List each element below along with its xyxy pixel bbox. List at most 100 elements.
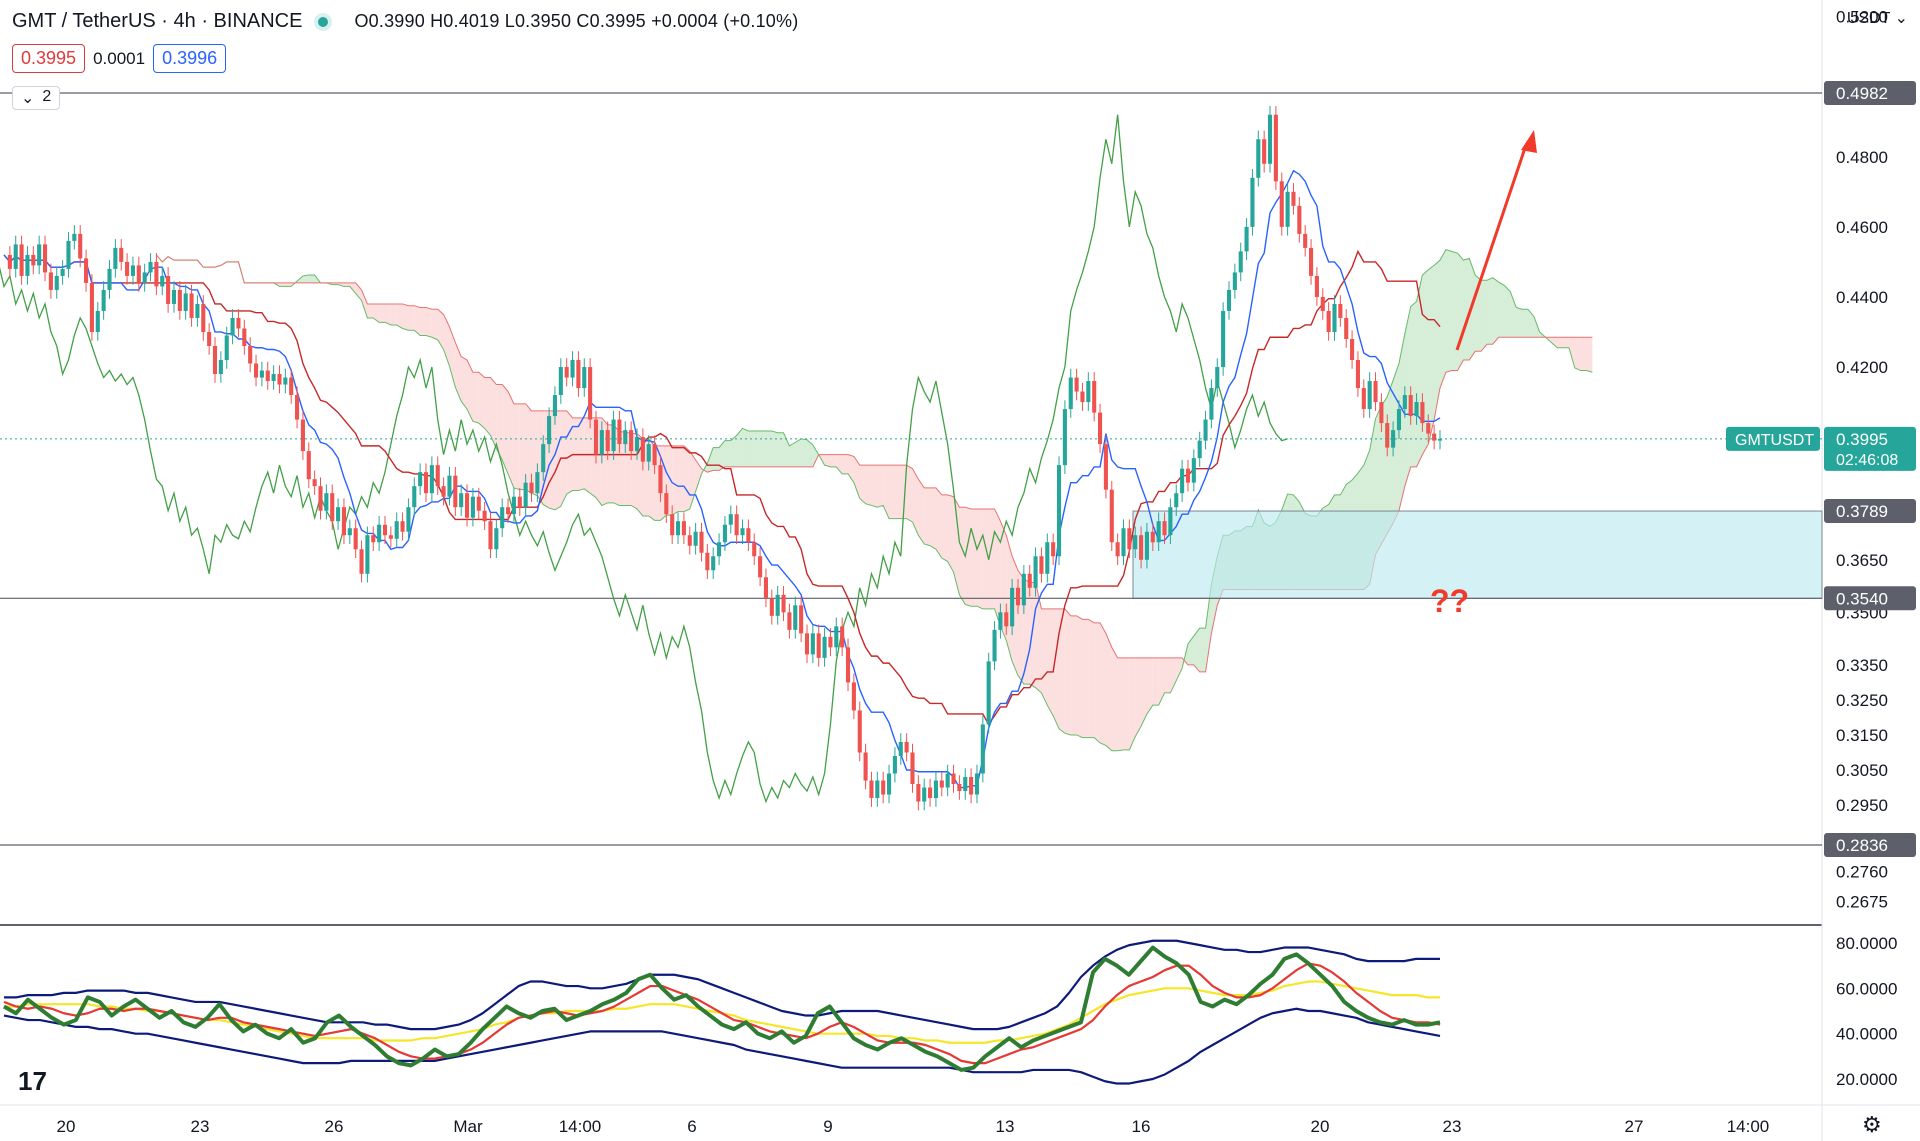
candle-body[interactable]: [670, 514, 675, 536]
candle-body[interactable]: [1039, 556, 1044, 574]
candle-body[interactable]: [816, 633, 821, 658]
candle-body[interactable]: [1402, 395, 1407, 410]
candle-body[interactable]: [1385, 423, 1390, 448]
candle-body[interactable]: [646, 444, 651, 462]
candle-body[interactable]: [1256, 139, 1261, 178]
candle-body[interactable]: [593, 419, 599, 455]
candle-body[interactable]: [412, 486, 417, 508]
candle-body[interactable]: [330, 493, 335, 522]
candle-body[interactable]: [236, 317, 241, 329]
candle-body[interactable]: [230, 317, 235, 336]
candle-body[interactable]: [183, 293, 188, 311]
candle-body[interactable]: [1297, 205, 1302, 234]
candle-body[interactable]: [1080, 391, 1085, 403]
candle-body[interactable]: [840, 626, 845, 648]
candle-body[interactable]: [160, 275, 165, 287]
candle-body[interactable]: [259, 370, 264, 378]
candle-body[interactable]: [7, 254, 12, 269]
candle-body[interactable]: [980, 724, 985, 774]
candle-body[interactable]: [506, 507, 511, 515]
candle-body[interactable]: [623, 430, 628, 445]
candle-body[interactable]: [136, 265, 141, 283]
candle-body[interactable]: [1344, 317, 1349, 339]
candle-body[interactable]: [1350, 338, 1355, 361]
candle-body[interactable]: [1068, 377, 1073, 410]
candle-body[interactable]: [517, 496, 522, 508]
candle-body[interactable]: [705, 552, 710, 571]
candle-body[interactable]: [781, 594, 786, 613]
candle-body[interactable]: [447, 475, 452, 497]
candle-body[interactable]: [394, 521, 399, 539]
candle-body[interactable]: [306, 451, 311, 480]
candle-body[interactable]: [66, 240, 71, 269]
candle-body[interactable]: [400, 521, 405, 532]
candle-body[interactable]: [113, 247, 118, 269]
candle-body[interactable]: [84, 258, 89, 283]
candle-body[interactable]: [588, 367, 593, 420]
candle-body[interactable]: [336, 507, 341, 522]
candle-body[interactable]: [869, 780, 874, 799]
candle-body[interactable]: [1074, 377, 1079, 392]
candle-body[interactable]: [875, 780, 880, 799]
candle-body[interactable]: [353, 528, 358, 550]
candle-body[interactable]: [95, 310, 100, 332]
candle-body[interactable]: [464, 493, 470, 518]
candle-body[interactable]: [693, 531, 698, 546]
candle-body[interactable]: [928, 787, 933, 799]
candle-body[interactable]: [1191, 458, 1196, 483]
candle-body[interactable]: [1320, 296, 1325, 311]
candle-body[interactable]: [599, 430, 604, 455]
candle-body[interactable]: [406, 507, 411, 532]
gear-icon[interactable]: ⚙: [1862, 1112, 1882, 1137]
candle-body[interactable]: [910, 752, 915, 785]
candle-body[interactable]: [552, 395, 558, 417]
candle-body[interactable]: [564, 367, 569, 378]
candle-body[interactable]: [828, 636, 833, 648]
candle-body[interactable]: [547, 416, 552, 445]
candle-body[interactable]: [763, 577, 769, 599]
candle-body[interactable]: [1396, 409, 1402, 431]
candle-body[interactable]: [1021, 573, 1026, 606]
candle-body[interactable]: [699, 531, 704, 553]
candle-body[interactable]: [441, 486, 446, 497]
candle-body[interactable]: [758, 556, 763, 578]
candle-body[interactable]: [629, 430, 634, 452]
candle-body[interactable]: [1408, 395, 1413, 417]
candle-body[interactable]: [675, 521, 681, 536]
candle-body[interactable]: [300, 419, 305, 452]
candle-body[interactable]: [1062, 409, 1067, 466]
candle-body[interactable]: [488, 521, 493, 550]
candle-body[interactable]: [377, 524, 382, 543]
candle-body[interactable]: [1033, 556, 1038, 588]
candle-body[interactable]: [283, 377, 288, 385]
candle-body[interactable]: [1086, 381, 1091, 403]
candle-body[interactable]: [277, 374, 282, 385]
candle-body[interactable]: [787, 612, 792, 630]
candle-body[interactable]: [1226, 289, 1232, 311]
candle-body[interactable]: [31, 254, 36, 266]
candle-body[interactable]: [605, 430, 610, 452]
candle-body[interactable]: [1326, 310, 1331, 332]
candle-body[interactable]: [1180, 468, 1185, 494]
candle-body[interactable]: [154, 261, 159, 287]
candle-body[interactable]: [318, 486, 323, 511]
candle-body[interactable]: [1051, 542, 1056, 557]
candle-body[interactable]: [1109, 489, 1114, 543]
candle-body[interactable]: [1355, 360, 1360, 389]
candle-body[interactable]: [289, 377, 294, 396]
candle-body[interactable]: [957, 784, 962, 792]
candle-body[interactable]: [482, 510, 487, 522]
candle-body[interactable]: [1156, 521, 1161, 543]
candle-body[interactable]: [1121, 528, 1126, 557]
candle-body[interactable]: [253, 363, 259, 378]
candle-body[interactable]: [992, 629, 997, 662]
candle-body[interactable]: [142, 272, 147, 283]
candle-body[interactable]: [845, 647, 851, 683]
candle-body[interactable]: [722, 524, 727, 543]
candle-body[interactable]: [78, 233, 83, 259]
candle-body[interactable]: [752, 542, 757, 557]
candle-body[interactable]: [148, 261, 153, 273]
candle-body[interactable]: [582, 367, 587, 389]
candle-body[interactable]: [974, 773, 980, 795]
candle-body[interactable]: [1291, 191, 1296, 206]
